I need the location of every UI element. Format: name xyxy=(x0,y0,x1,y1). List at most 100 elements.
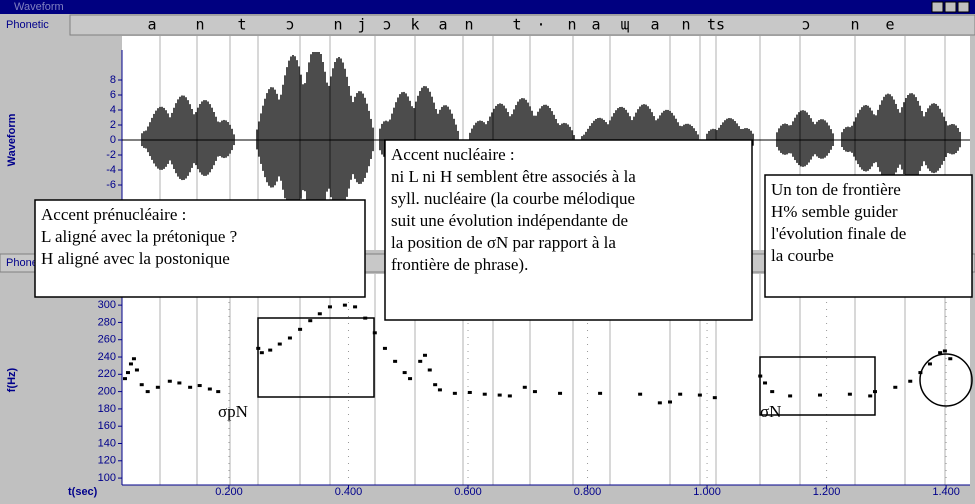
f0-point xyxy=(482,392,487,396)
close-button[interactable] xyxy=(957,1,970,13)
waveform-tick-label: -4 xyxy=(106,164,116,176)
f0-point xyxy=(155,385,160,389)
phonetic-symbol: n xyxy=(567,16,576,34)
f0-point xyxy=(402,371,407,375)
x-tick-label: 1.000 xyxy=(693,486,721,498)
phonetic-symbol: ts xyxy=(707,16,725,34)
phonetic-symbol: k xyxy=(410,16,419,34)
f0-point xyxy=(927,362,932,366)
annotation-label: σN xyxy=(760,402,781,421)
f0-point xyxy=(277,342,282,346)
annotation-label: σpN xyxy=(218,402,248,421)
annotation-text: frontière de phrase). xyxy=(391,255,528,274)
phonetic-symbol: ɰ xyxy=(620,16,629,34)
f0-point xyxy=(697,393,702,397)
y-tick-label: 220 xyxy=(98,368,116,380)
annotation-text: Un ton de frontière xyxy=(771,180,901,199)
minimize-button[interactable] xyxy=(931,1,944,13)
f0-point xyxy=(131,357,136,361)
y-tick-label: 260 xyxy=(98,334,116,346)
f0-point xyxy=(382,346,387,350)
phonetic-symbol: a xyxy=(591,16,600,34)
f0-point xyxy=(598,391,603,395)
annotation-box xyxy=(764,174,973,298)
f0-point xyxy=(942,349,947,353)
annotation-text: syll. nucléaire (la courbe mélodique xyxy=(391,189,635,208)
annotation-text: suit une évolution indépendante de xyxy=(391,211,628,230)
waveform-tick-label: 6 xyxy=(110,89,116,101)
f0-point xyxy=(497,393,502,397)
f0-point xyxy=(259,351,264,355)
f0-point xyxy=(122,377,127,381)
f0-point xyxy=(522,385,527,389)
f0-point xyxy=(948,357,953,361)
f0-point xyxy=(467,390,472,394)
annotation-text: H% semble guider xyxy=(771,202,898,221)
phonetic-symbol: t xyxy=(512,16,521,34)
annotation-text: Accent nucléaire : xyxy=(391,145,515,164)
f0-point xyxy=(128,362,133,366)
annotation-text: ni L ni H semblent être associés à la xyxy=(391,167,636,186)
f0-point xyxy=(638,392,643,396)
y-tick-label: 100 xyxy=(98,472,116,484)
waveform-tick-label: 4 xyxy=(110,104,116,116)
f0-point xyxy=(657,401,662,405)
f0-point xyxy=(893,385,898,389)
y-tick-label: 300 xyxy=(98,299,116,311)
f0-point xyxy=(197,384,202,388)
f0-point xyxy=(268,348,273,352)
f0-point xyxy=(353,305,358,309)
f0-point xyxy=(188,385,193,389)
annotation-text: H aligné avec la postonique xyxy=(41,249,230,268)
x-tick-label: 0.800 xyxy=(574,486,602,498)
y-tick-label: 200 xyxy=(98,386,116,398)
f0-point xyxy=(327,305,332,309)
annotation-text: Accent prénucléaire : xyxy=(41,205,186,224)
phonetic-symbol: a xyxy=(438,16,447,34)
f0-point xyxy=(317,312,322,316)
waveform-axis-label: Waveform xyxy=(6,113,18,166)
y-tick-label: 280 xyxy=(98,316,116,328)
f0-point xyxy=(908,379,913,383)
phonetic-symbol: ɔ xyxy=(382,16,391,34)
f0-point xyxy=(532,390,537,394)
phonetic-row xyxy=(69,14,975,36)
maximize-button[interactable] xyxy=(944,1,957,13)
f0-point xyxy=(433,383,438,387)
x-tick-label: 0.600 xyxy=(454,486,482,498)
x-tick-label: 1.200 xyxy=(813,486,841,498)
phonetic-symbol: ɔ xyxy=(285,16,294,34)
waveform-tick-label: 2 xyxy=(110,119,116,131)
y-tick-label: 120 xyxy=(98,455,116,467)
f0-point xyxy=(287,336,292,340)
title-bar xyxy=(0,0,975,14)
phonetic-symbol: a xyxy=(147,16,156,34)
f0-point xyxy=(818,393,823,397)
phonetic-symbol: n xyxy=(333,16,342,34)
phonetic-symbol: t xyxy=(237,16,246,34)
phonetic-symbol: n xyxy=(464,16,473,34)
annotation-text: l'évolution finale de xyxy=(771,224,906,243)
f0-point xyxy=(167,379,172,383)
f0-point xyxy=(712,396,717,400)
f0-point xyxy=(868,394,873,398)
f0-point xyxy=(125,371,130,375)
f0-point xyxy=(145,390,150,394)
x-axis-label: t(sec) xyxy=(68,486,98,498)
f0-point xyxy=(298,327,303,331)
y-tick-label: 240 xyxy=(98,351,116,363)
f0-point xyxy=(308,319,313,323)
f0-point xyxy=(678,392,683,396)
annotation-box xyxy=(34,199,366,298)
f0-point xyxy=(207,387,212,391)
annotation-text: la courbe xyxy=(771,246,834,265)
f0-point xyxy=(558,391,563,395)
f0-point xyxy=(437,388,442,392)
f0-axis-label: f(Hz) xyxy=(6,367,18,392)
f0-point xyxy=(770,390,775,394)
f0-point xyxy=(938,351,943,355)
x-tick-label: 1.400 xyxy=(932,486,960,498)
phonetic-symbol: · xyxy=(536,16,545,34)
